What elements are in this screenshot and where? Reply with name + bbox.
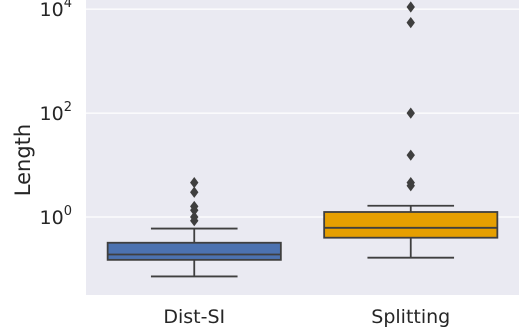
y-tick-base: 10: [40, 103, 64, 125]
outlier-point: [406, 1, 415, 13]
y-tick-exponent: 2: [64, 100, 72, 115]
y-tick-label: 102: [40, 100, 72, 125]
outlier-point: [406, 107, 415, 119]
y-axis-label: Length: [11, 124, 35, 196]
outlier-point: [190, 211, 199, 223]
x-tick-label: Dist-SI: [163, 306, 225, 328]
y-tick-base: 10: [40, 207, 64, 229]
outlier-point: [190, 186, 199, 198]
y-tick-label: 104: [40, 0, 72, 21]
x-tick-label: Splitting: [371, 306, 450, 328]
box-iqr: [323, 211, 499, 239]
outlier-point: [190, 176, 199, 189]
outlier-point: [406, 176, 415, 189]
outlier-point: [406, 17, 415, 29]
outlier-point: [406, 149, 415, 161]
boxes: [106, 1, 499, 278]
y-tick-base: 10: [40, 0, 64, 21]
y-tick-exponent: 4: [64, 0, 72, 11]
y-tick-label: 100: [40, 204, 72, 229]
box-iqr: [106, 241, 282, 261]
y-tick-exponent: 0: [64, 204, 72, 219]
box-dist-si: [106, 176, 282, 278]
box-splitting: [323, 1, 499, 259]
outlier-point: [190, 200, 199, 213]
x-tick-labels: Dist-SI Splitting: [163, 306, 450, 328]
